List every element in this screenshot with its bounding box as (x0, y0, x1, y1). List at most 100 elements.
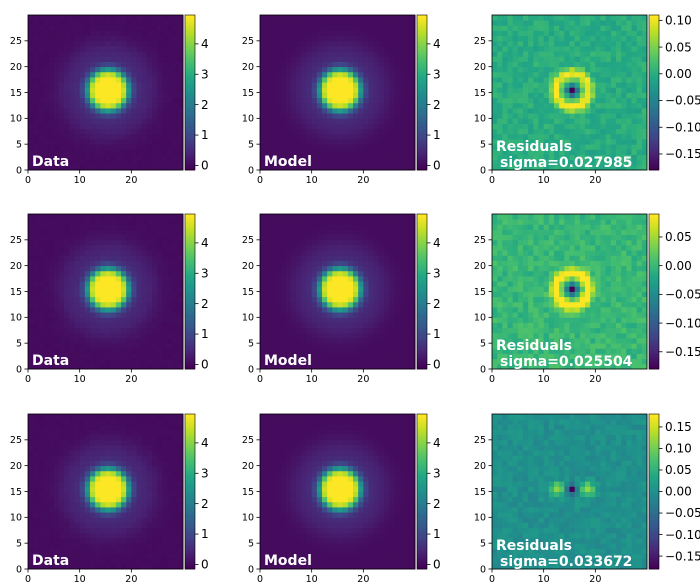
heatmap-cell (131, 118, 137, 124)
heatmap-cell (64, 154, 70, 161)
heatmap-cell (275, 348, 282, 354)
heatmap-cell (301, 219, 307, 225)
heatmap-cell (270, 219, 276, 225)
heatmap-cell (347, 307, 354, 313)
heatmap-cell (28, 56, 34, 62)
heatmap-cell (548, 66, 555, 73)
colorbar-segment (185, 149, 195, 153)
heatmap-cell (378, 56, 385, 62)
colorbar-segment (185, 332, 195, 336)
heatmap-cell (590, 164, 596, 171)
heatmap-cell (342, 307, 349, 313)
heatmap-cell (53, 133, 60, 140)
heatmap-cell (389, 338, 395, 344)
heatmap-cell (626, 154, 632, 161)
heatmap-cell (177, 224, 184, 230)
colorbar-segment (417, 15, 427, 18)
heatmap-cell (275, 25, 282, 31)
colorbar-segment (185, 30, 195, 34)
colorbar-segment (417, 307, 427, 310)
heatmap-cell (110, 123, 117, 130)
heatmap-cell (270, 123, 276, 130)
heatmap-cell (492, 144, 498, 150)
heatmap-cell (389, 15, 395, 21)
heatmap-cell (363, 250, 369, 256)
heatmap-cell (74, 46, 81, 52)
heatmap-cell (48, 102, 55, 109)
heatmap-cell (389, 118, 395, 124)
heatmap-cell (641, 56, 648, 62)
y-tick-label: 5 (248, 338, 254, 349)
heatmap-cell (626, 66, 632, 73)
heatmap-cell (368, 128, 375, 135)
heatmap-cell (533, 71, 539, 78)
heatmap-cell (585, 139, 591, 145)
heatmap-cell (394, 61, 400, 68)
heatmap-cell (167, 164, 174, 171)
heatmap-cell (358, 276, 364, 282)
heatmap-cell (280, 35, 287, 42)
heatmap-cell (585, 144, 591, 150)
heatmap-cell (177, 348, 184, 354)
heatmap-cell (332, 348, 338, 354)
heatmap-cell (79, 317, 86, 323)
heatmap-cell (64, 260, 70, 267)
heatmap-cell (172, 245, 179, 251)
heatmap-cell (172, 224, 179, 230)
heatmap-cell (105, 97, 112, 104)
heatmap-cell (296, 250, 302, 256)
heatmap-cell (353, 353, 359, 360)
heatmap-cell (502, 139, 508, 145)
heatmap-cell (33, 154, 39, 161)
heatmap-cell (64, 312, 70, 318)
heatmap-cell (59, 92, 65, 99)
heatmap-cell (332, 286, 338, 292)
heatmap-cell (38, 56, 44, 62)
heatmap-cell (260, 229, 266, 236)
heatmap-cell (306, 343, 313, 349)
heatmap-cell (332, 128, 338, 135)
heatmap-cell (327, 92, 333, 99)
heatmap-cell (59, 312, 65, 318)
colorbar-tick-label: 0 (201, 159, 209, 173)
heatmap-cell (559, 15, 565, 21)
heatmap-cell (265, 348, 271, 354)
heatmap-cell (316, 30, 323, 37)
heatmap-cell (533, 164, 539, 171)
heatmap-cell (167, 46, 174, 52)
heatmap-cell (574, 66, 581, 73)
heatmap-cell (110, 108, 117, 114)
heatmap-cell (74, 214, 81, 220)
heatmap-cell (368, 353, 375, 360)
heatmap-cell (115, 265, 122, 272)
heatmap-cell (322, 61, 328, 68)
heatmap-cell (172, 77, 179, 83)
heatmap-cell (353, 25, 359, 31)
heatmap-cell (296, 159, 302, 166)
heatmap-cell (533, 77, 539, 83)
heatmap-cell (152, 61, 158, 68)
heatmap-cell (559, 164, 565, 171)
heatmap-cell (270, 224, 276, 230)
heatmap-cell (585, 25, 591, 31)
heatmap-cell (48, 270, 55, 277)
heatmap-cell (126, 20, 132, 26)
heatmap-cell (280, 338, 287, 344)
heatmap-cell (270, 307, 276, 313)
heatmap-cell (404, 281, 411, 287)
heatmap-cell (373, 30, 380, 37)
heatmap-cell (497, 71, 503, 78)
heatmap-cell (641, 128, 648, 135)
heatmap-cell (636, 56, 643, 62)
heatmap-cell (270, 46, 276, 52)
heatmap-cell (337, 312, 344, 318)
colorbar-segment (417, 296, 427, 300)
heatmap-cell (152, 82, 158, 88)
heatmap-cell (131, 348, 137, 354)
colorbar-segment (417, 247, 427, 251)
heatmap-cell (373, 123, 380, 130)
colorbar-tick-label: −0.05 (665, 94, 700, 108)
colorbar-segment (417, 260, 427, 264)
heatmap-cell (332, 77, 338, 83)
heatmap-cell (115, 159, 122, 166)
